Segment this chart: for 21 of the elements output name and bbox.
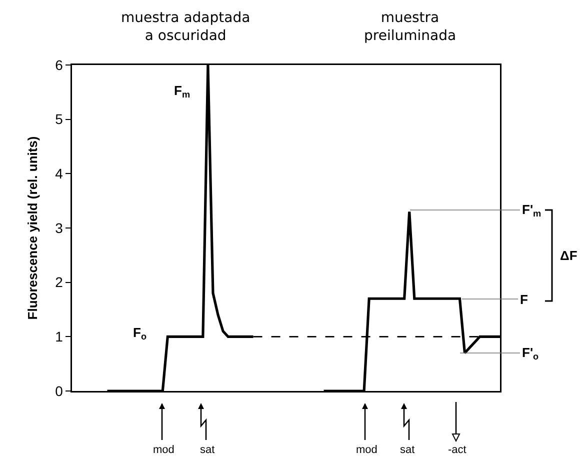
y-axis-title: Fluorescence yield (rel. units) <box>25 136 40 320</box>
text: F <box>520 292 528 307</box>
annotation: F$_{o}$ <box>133 325 147 342</box>
text: ΔF <box>560 248 578 263</box>
text: F'$_{m}$ <box>522 202 542 219</box>
text: F'$_{o}$ <box>522 345 540 362</box>
y-tick-label: 2 <box>55 274 64 290</box>
y-tick-label: 1 <box>55 328 64 345</box>
y-tick-label: 4 <box>55 166 64 182</box>
text: sat <box>400 444 415 456</box>
annotation: F$_{m}$ <box>174 83 190 100</box>
text: muestra adaptada a oscuridad <box>121 10 250 44</box>
y-tick-label: 3 <box>55 220 64 236</box>
text: mod <box>153 444 174 456</box>
text: sat <box>200 444 215 456</box>
text: mod <box>356 444 378 456</box>
y-tick-label: 5 <box>55 111 64 128</box>
text: -act <box>448 444 466 456</box>
y-tick-label: 0 <box>55 382 64 399</box>
y-tick-label: 6 <box>55 56 64 73</box>
text: muestra preiluminada <box>364 10 456 44</box>
